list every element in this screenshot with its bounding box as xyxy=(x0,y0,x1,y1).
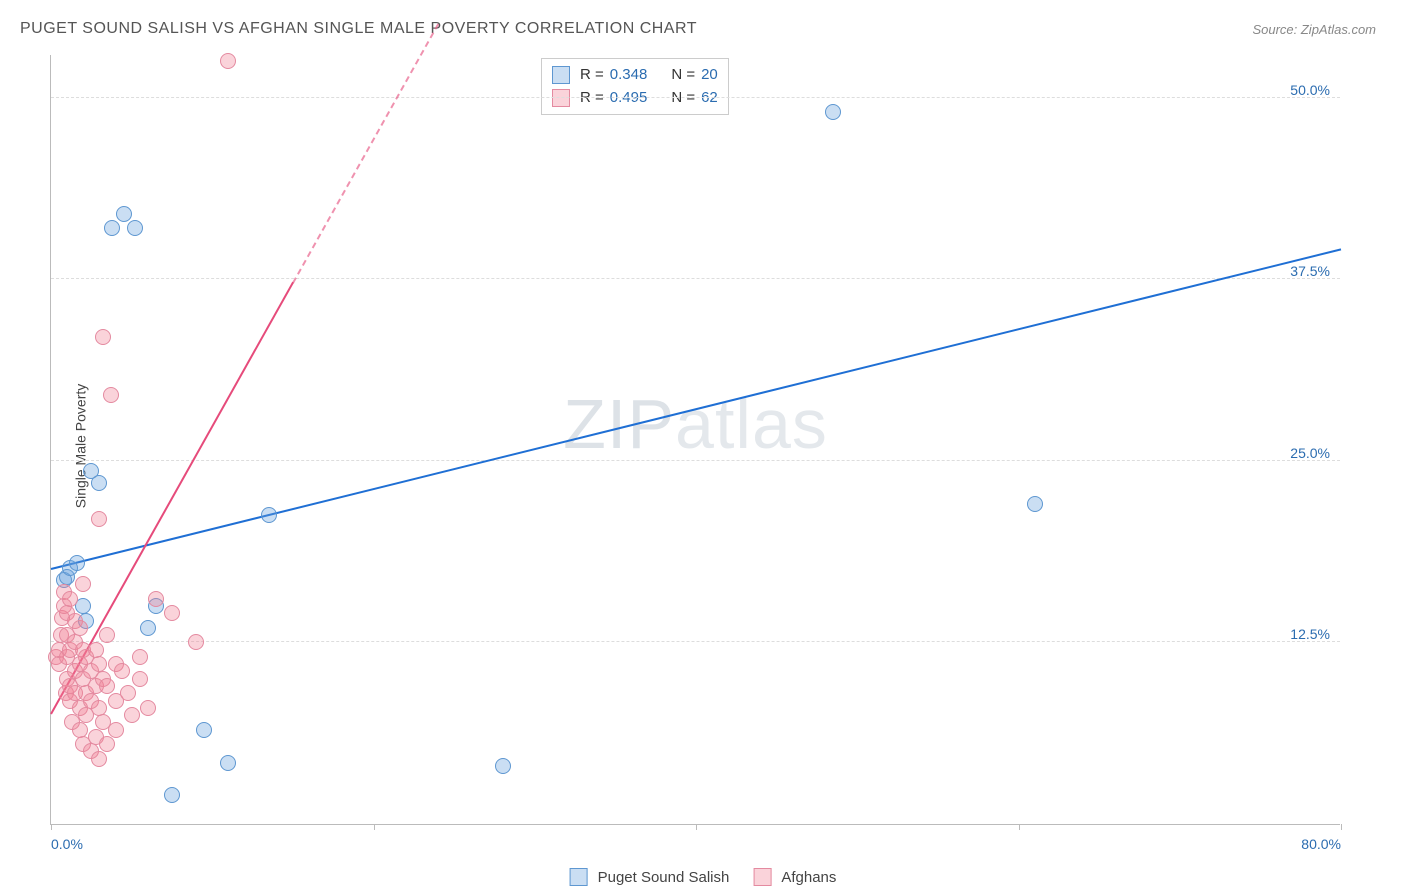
legend-swatch xyxy=(552,89,570,107)
data-point xyxy=(140,700,156,716)
data-point xyxy=(124,707,140,723)
data-point xyxy=(196,722,212,738)
gridline xyxy=(51,278,1340,279)
x-tick xyxy=(374,824,375,830)
y-tick-label: 50.0% xyxy=(1290,82,1330,98)
x-tick-label: 80.0% xyxy=(1301,836,1341,852)
data-point xyxy=(127,220,143,236)
legend-label: Puget Sound Salish xyxy=(598,869,730,886)
legend-swatch xyxy=(753,868,771,886)
data-point xyxy=(148,591,164,607)
data-point xyxy=(114,663,130,679)
y-tick-label: 37.5% xyxy=(1290,263,1330,279)
watermark: ZIPatlas xyxy=(563,384,828,464)
trend-line xyxy=(51,248,1341,570)
n-value: 62 xyxy=(701,87,718,110)
data-point xyxy=(69,555,85,571)
r-label: R = xyxy=(580,87,604,110)
data-point xyxy=(108,722,124,738)
data-point xyxy=(103,387,119,403)
correlation-legend: R = 0.348 N = 20 R = 0.495 N = 62 xyxy=(541,58,729,115)
watermark-thin: atlas xyxy=(675,385,828,463)
chart-container: PUGET SOUND SALISH VS AFGHAN SINGLE MALE… xyxy=(0,0,1406,892)
gridline xyxy=(51,460,1340,461)
data-point xyxy=(220,53,236,69)
data-point xyxy=(91,751,107,767)
data-point xyxy=(88,642,104,658)
legend-row: R = 0.495 N = 62 xyxy=(552,87,718,110)
data-point xyxy=(120,685,136,701)
data-point xyxy=(62,591,78,607)
plot-area: ZIPatlas R = 0.348 N = 20 R = 0.495 N = 62 12.5… xyxy=(50,55,1340,825)
data-point xyxy=(91,656,107,672)
r-value: 0.495 xyxy=(610,87,648,110)
data-point xyxy=(104,220,120,236)
trend-line-dashed xyxy=(292,23,439,283)
gridline xyxy=(51,641,1340,642)
legend-swatch xyxy=(570,868,588,886)
x-tick xyxy=(696,824,697,830)
data-point xyxy=(99,678,115,694)
data-point xyxy=(95,329,111,345)
data-point xyxy=(91,700,107,716)
data-point xyxy=(495,758,511,774)
data-point xyxy=(116,206,132,222)
n-label: N = xyxy=(671,87,695,110)
data-point xyxy=(825,104,841,120)
data-point xyxy=(132,649,148,665)
data-point xyxy=(220,755,236,771)
data-point xyxy=(72,620,88,636)
legend-item: Puget Sound Salish xyxy=(570,868,730,886)
x-tick-label: 0.0% xyxy=(51,836,83,852)
n-label: N = xyxy=(671,64,695,87)
r-value: 0.348 xyxy=(610,64,648,87)
x-tick xyxy=(1019,824,1020,830)
y-tick-label: 25.0% xyxy=(1290,445,1330,461)
data-point xyxy=(188,634,204,650)
data-point xyxy=(91,511,107,527)
series-legend: Puget Sound Salish Afghans xyxy=(570,868,837,886)
y-tick-label: 12.5% xyxy=(1290,626,1330,642)
legend-row: R = 0.348 N = 20 xyxy=(552,64,718,87)
gridline xyxy=(51,97,1340,98)
chart-title: PUGET SOUND SALISH VS AFGHAN SINGLE MALE… xyxy=(20,20,697,38)
data-point xyxy=(99,736,115,752)
data-point xyxy=(164,605,180,621)
legend-swatch xyxy=(552,66,570,84)
r-label: R = xyxy=(580,64,604,87)
data-point xyxy=(75,576,91,592)
legend-label: Afghans xyxy=(781,869,836,886)
n-value: 20 xyxy=(701,64,718,87)
source-attribution: Source: ZipAtlas.com xyxy=(1252,22,1376,37)
data-point xyxy=(261,507,277,523)
data-point xyxy=(91,475,107,491)
x-tick xyxy=(1341,824,1342,830)
data-point xyxy=(72,722,88,738)
data-point xyxy=(132,671,148,687)
data-point xyxy=(99,627,115,643)
data-point xyxy=(164,787,180,803)
data-point xyxy=(140,620,156,636)
watermark-bold: ZIP xyxy=(563,385,675,463)
x-tick xyxy=(51,824,52,830)
data-point xyxy=(1027,496,1043,512)
legend-item: Afghans xyxy=(753,868,836,886)
